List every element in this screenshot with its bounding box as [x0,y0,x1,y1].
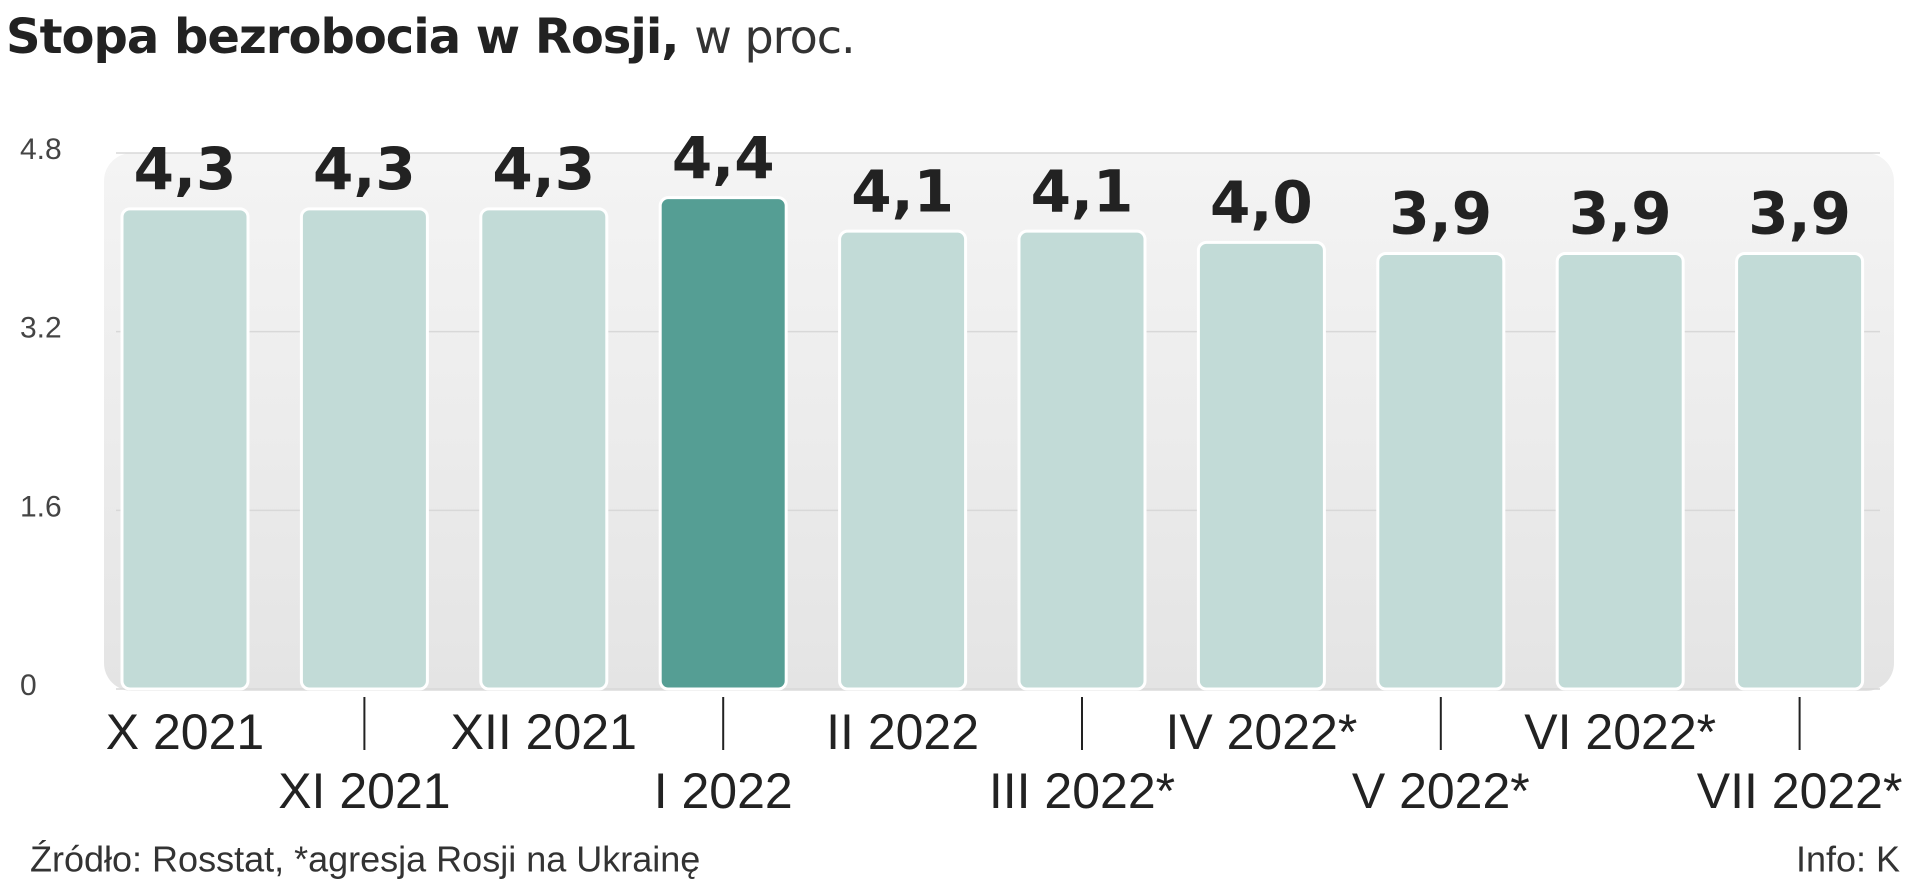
bar [299,207,429,691]
y-tick-label: 4.8 [20,133,62,166]
x-tick-label: XI 2021 [278,763,450,819]
value-label: 4,4 [672,124,775,192]
bar [838,229,968,691]
chart-title: Stopa bezrobocia w Rosji, w proc. [6,9,855,65]
subtitle: w proc. [694,10,854,64]
x-tick-label: XII 2021 [451,704,637,760]
bar [1017,229,1147,691]
y-tick-label: 0 [20,669,37,702]
value-label: 3,9 [1569,180,1672,248]
x-tick-label: I 2022 [654,763,793,819]
source-note: Źródło: Rosstat, *agresja Rosji na Ukrai… [30,839,700,880]
value-label: 4,1 [1031,157,1134,225]
bar [1735,252,1865,691]
bar [1376,252,1506,691]
bar [1196,240,1326,691]
value-label: 4,1 [851,157,954,225]
value-label: 4,0 [1210,168,1313,236]
x-tick-label: III 2022* [989,763,1175,819]
y-tick-label: 1.6 [20,490,62,523]
x-tick-label: IV 2022* [1165,704,1357,760]
value-label: 4,3 [134,135,237,203]
x-tick-label: X 2021 [106,704,264,760]
y-tick-label: 3.2 [20,312,62,345]
credit: Info: K [1796,839,1900,880]
x-tick-label: V 2022* [1352,763,1530,819]
x-tick-label: II 2022 [826,704,979,760]
x-tick-label: VII 2022* [1697,763,1903,819]
x-tick-label: VI 2022* [1524,704,1716,760]
value-label: 3,9 [1748,180,1851,248]
title: Stopa bezrobocia w Rosji, [6,9,679,65]
value-label: 3,9 [1389,180,1492,248]
value-label: 4,3 [313,135,416,203]
value-label: 4,3 [492,135,595,203]
bar [1555,252,1685,691]
bar [479,207,609,691]
bar [658,196,788,691]
bar [120,207,250,691]
